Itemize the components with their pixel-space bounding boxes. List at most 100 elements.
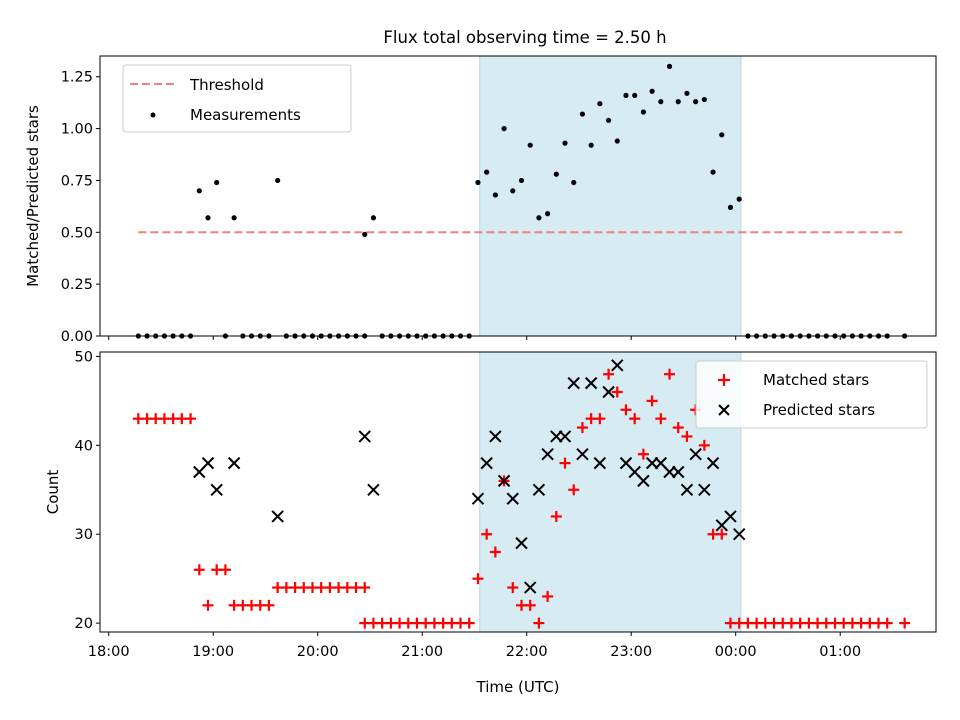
predicted-star-marker	[201, 456, 215, 470]
measurement-point	[527, 142, 533, 148]
matched-star-marker	[542, 590, 554, 602]
matched-star-marker	[899, 617, 911, 629]
top-axes-frame	[99, 55, 937, 337]
predicted-star-marker	[689, 448, 702, 461]
measurement-point	[492, 192, 498, 198]
matched-star-marker	[637, 448, 649, 460]
measurement-point	[623, 92, 629, 99]
y-tick-label: 0.00	[61, 329, 93, 345]
predicted-star-markers	[193, 359, 746, 594]
measurement-point	[553, 171, 559, 177]
measurement-point	[231, 215, 237, 221]
y-tick-label: 30	[75, 527, 93, 543]
matched-star-marker	[193, 564, 205, 576]
matched-star-marker	[507, 582, 519, 594]
y-tick-label: 50	[75, 349, 93, 365]
x-tick-label: 21:00	[401, 644, 443, 660]
legend-matched-swatch	[718, 374, 730, 386]
measurement-point	[275, 177, 281, 184]
predicted-star-marker	[558, 430, 572, 443]
legend-threshold-label: Threshold	[189, 76, 264, 94]
predicted-star-marker	[672, 465, 685, 479]
matched-star-marker	[620, 404, 632, 416]
predicted-star-marker	[698, 483, 711, 496]
legend-measurements-label: Measurements	[190, 106, 301, 124]
bottom-y-axis: 20 30 40 50	[75, 349, 100, 632]
matched-star-marker	[655, 413, 667, 425]
legend-matched-label: Matched stars	[763, 371, 869, 389]
matched-star-marker	[359, 582, 371, 594]
y-tick-label: 40	[75, 438, 93, 454]
measurement-point	[536, 215, 542, 221]
predicted-star-marker	[227, 456, 241, 470]
x-tick-label: 19:00	[192, 644, 234, 660]
predicted-star-marker	[210, 483, 223, 496]
matched-star-marker	[881, 617, 893, 629]
matched-star-marker	[629, 413, 641, 425]
measurement-point	[693, 99, 699, 105]
predicted-star-marker	[584, 376, 598, 390]
matched-star-marker	[646, 395, 658, 407]
measurement-point	[214, 179, 220, 186]
matched-star-marker	[472, 573, 484, 585]
y-tick-label: 0.75	[61, 173, 93, 189]
measurement-point	[684, 90, 690, 96]
matched-star-marker	[481, 528, 493, 540]
predicted-star-marker	[489, 430, 502, 443]
measurement-point	[719, 132, 725, 138]
matched-star-marker	[463, 617, 475, 629]
x-tick-label: 01:00	[819, 644, 861, 660]
x-axis-label: Time (UTC)	[476, 678, 560, 696]
top-y-axis-label: Matched/Predicted stars	[24, 105, 42, 287]
matched-star-marker	[202, 599, 214, 611]
predicted-star-marker	[471, 492, 485, 505]
matched-star-marker	[524, 599, 536, 611]
bottom-x-axis: 18:00 19:00 20:00 21:00 22:00 23:00 00:00 01:00	[88, 632, 861, 660]
matched-star-marker	[489, 546, 501, 558]
bottom-y-axis-label: Count	[44, 470, 62, 515]
predicted-star-marker	[271, 510, 284, 523]
measurement-point	[545, 211, 551, 217]
measurement-point	[597, 101, 603, 107]
matched-star-marker	[594, 413, 606, 425]
predicted-star-marker	[532, 483, 546, 496]
measurement-point	[727, 204, 734, 211]
measurement-point	[484, 169, 490, 175]
top-y-axis: 0.00 0.25 0.50 0.75 1.00 1.25	[61, 70, 100, 345]
legend-predicted-swatch	[718, 404, 730, 416]
bottom-legend-box	[695, 360, 928, 429]
predicted-star-marker	[515, 536, 528, 550]
matched-star-marker	[568, 484, 580, 496]
matched-star-marker	[219, 564, 231, 576]
measurement-point	[710, 169, 716, 175]
measurement-point	[736, 196, 742, 202]
top-x-axis	[108, 336, 841, 340]
measurement-point	[640, 109, 647, 115]
predicted-star-marker	[358, 430, 371, 443]
predicted-star-marker	[576, 448, 589, 461]
matched-star-marker	[559, 457, 571, 469]
measurement-point	[571, 179, 577, 186]
predicted-star-marker	[541, 448, 554, 461]
matched-star-marker	[664, 368, 676, 380]
top-panel: 0.00 0.25 0.50 0.75 1.00 1.25 Matched/Predict…	[24, 55, 937, 345]
predicted-star-marker	[611, 359, 624, 372]
predicted-star-marker	[506, 492, 519, 505]
measurement-point	[666, 63, 673, 69]
legend-measurements-swatch	[150, 112, 156, 118]
predicted-star-marker	[724, 510, 737, 523]
matched-star-marker	[550, 510, 562, 522]
y-tick-label: 0.25	[61, 277, 93, 293]
measurement-point	[658, 99, 664, 105]
measurement-point	[701, 96, 707, 103]
predicted-star-marker	[602, 385, 615, 399]
matched-star-marker	[611, 386, 623, 398]
predicted-star-marker	[523, 581, 537, 594]
x-tick-label: 18:00	[88, 644, 130, 660]
predicted-star-marker	[706, 456, 720, 470]
measurement-point	[588, 142, 594, 148]
measurement-point	[501, 125, 507, 132]
measurement-point	[370, 215, 377, 221]
measurement-point	[579, 111, 586, 117]
predicted-star-marker	[680, 483, 694, 496]
